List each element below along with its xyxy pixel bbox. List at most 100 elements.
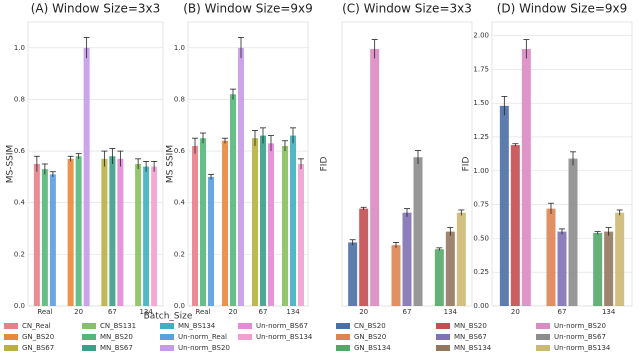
legend-swatch (238, 334, 252, 340)
legend-label: Un-norm_BS20 (178, 344, 230, 352)
x-tick-label: 134 (139, 308, 153, 316)
legend-label: Un-norm_BS134 (256, 333, 313, 341)
legend-label: GN_BS20 (22, 333, 54, 341)
bar (445, 231, 455, 306)
x-tick-label: 67 (108, 308, 117, 316)
bar (260, 135, 266, 306)
x-tick-label: 134 (444, 308, 458, 316)
y-tick-label: 1.50 (473, 99, 489, 107)
legend-label: Un-norm_BS67 (256, 322, 308, 330)
legend-label: CN_BS20 (354, 322, 386, 330)
bar (49, 174, 56, 306)
x-axis-label: Batch_Size (144, 312, 193, 322)
bar (359, 208, 369, 306)
bar (208, 176, 214, 306)
bar (510, 145, 520, 306)
legend-swatch (536, 334, 550, 340)
y-tick-label: 0.8 (174, 95, 185, 103)
bar (282, 145, 288, 306)
legend-swatch (436, 334, 450, 340)
legend-label: MN_BS67 (454, 333, 487, 341)
y-tick-label: 0.50 (473, 234, 489, 242)
bar (192, 145, 198, 306)
bar (298, 164, 304, 306)
legend-label: MN_BS20 (454, 322, 487, 330)
y-tick-label: 1.00 (473, 167, 489, 175)
x-tick-label: Real (195, 308, 210, 316)
bar (546, 208, 556, 306)
legend-swatch (160, 323, 174, 329)
legend-label: MN_BS67 (100, 344, 133, 352)
legend-label: MN_BS134 (454, 344, 492, 352)
x-tick-label: 20 (511, 308, 520, 316)
bar (568, 158, 578, 306)
legend-label: GN_BS20 (354, 333, 386, 341)
bar (222, 140, 228, 306)
y-tick-label: 1.0 (14, 44, 25, 52)
legend-label: GN_BS67 (22, 344, 54, 352)
x-tick-label: 67 (403, 308, 412, 316)
legend-swatch (536, 345, 550, 351)
y-tick-label: 0.6 (14, 147, 26, 155)
bar (615, 212, 625, 306)
legend-swatch (82, 345, 96, 351)
bar (33, 164, 40, 306)
legend-label: CN_Real (22, 322, 51, 330)
plot-area (27, 21, 164, 307)
legend-swatch (436, 345, 450, 351)
legend-swatch (436, 323, 450, 329)
legend-swatch (238, 323, 252, 329)
bar (143, 166, 150, 306)
y-tick-label: 1.25 (473, 133, 489, 141)
bar (604, 231, 614, 306)
bar (593, 232, 603, 306)
x-tick-label: 67 (558, 308, 567, 316)
y-tick-label: 0.0 (174, 302, 185, 310)
bar (135, 164, 142, 306)
legend-swatch (336, 334, 350, 340)
bar (109, 156, 116, 306)
x-tick-label: Real (37, 308, 52, 316)
x-tick-label: 67 (259, 308, 268, 316)
y-tick-label: 0.0 (14, 302, 25, 310)
y-tick-label: 2.00 (473, 32, 489, 40)
x-tick-label: 134 (602, 308, 616, 316)
chart-title: (D) Window Size=9x9 (497, 2, 628, 16)
legend-swatch (82, 334, 96, 340)
y-tick-label: 1.0 (174, 44, 185, 52)
bar (101, 158, 108, 306)
legend-swatch (4, 334, 18, 340)
bar (456, 212, 466, 306)
bar (499, 105, 509, 306)
bar (391, 245, 401, 306)
legend-swatch (160, 334, 174, 340)
chart-title: (B) Window Size=9x9 (183, 2, 313, 16)
y-tick-label: 0.00 (473, 302, 489, 310)
legend-label: GN_BS134 (354, 344, 391, 352)
bar (290, 135, 296, 306)
y-axis-label: FID (462, 157, 472, 172)
bar (67, 158, 74, 306)
y-tick-label: 1.75 (473, 65, 489, 73)
legend-label: MN_BS20 (100, 333, 133, 341)
bar (521, 49, 531, 307)
x-tick-label: 134 (286, 308, 300, 316)
y-tick-label: 0.2 (174, 250, 185, 258)
legend-swatch (160, 345, 174, 351)
bar (151, 166, 158, 306)
legend-label: Un-norm_BS67 (554, 333, 606, 341)
bar (252, 138, 258, 306)
bar (434, 249, 444, 306)
y-axis-label: FID (320, 157, 330, 172)
legend-label: MN_BS134 (178, 322, 216, 330)
legend-swatch (336, 323, 350, 329)
legend-swatch (4, 345, 18, 351)
legend-swatch (536, 323, 550, 329)
bar (557, 231, 567, 306)
bar (238, 47, 244, 307)
chart-title: (A) Window Size=3x3 (31, 2, 161, 16)
y-tick-label: 0.25 (473, 268, 489, 276)
y-tick-label: 0.75 (473, 201, 489, 209)
bar (41, 169, 48, 306)
